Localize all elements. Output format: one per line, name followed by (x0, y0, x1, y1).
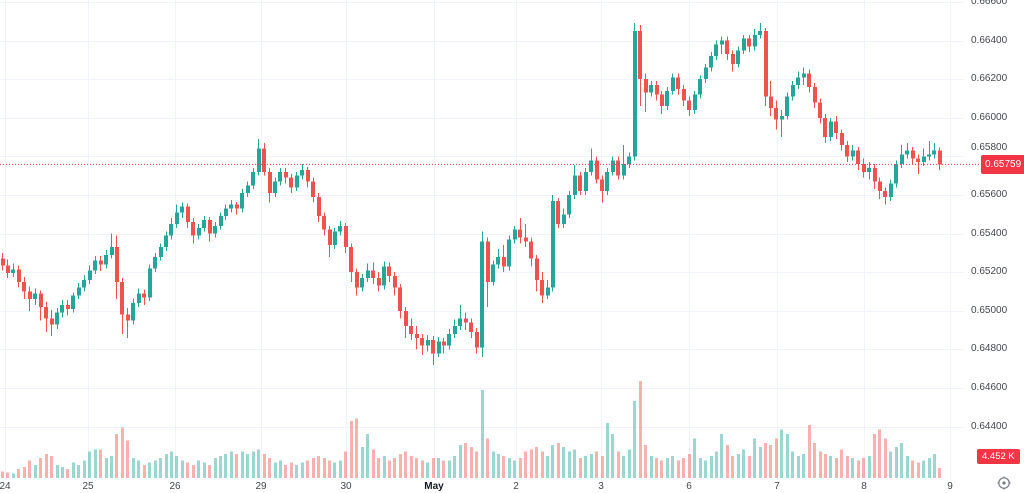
time-tick-label: 25 (82, 481, 94, 492)
volume-series (1, 381, 941, 478)
gear-icon (997, 476, 1011, 490)
price-tick-label: 0.64800 (971, 343, 1008, 355)
time-tick-label: 8 (861, 481, 867, 492)
price-scale-settings-icon[interactable] (996, 475, 1012, 491)
price-tick-label: 0.64600 (971, 382, 1008, 393)
time-tick-label: 6 (686, 481, 692, 492)
price-tick-label: 0.65400 (971, 227, 1008, 239)
time-tick-label: 30 (340, 481, 352, 492)
time-tick-label: 2 (513, 481, 519, 492)
time-tick-label: May (424, 481, 444, 492)
time-tick-label: 3 (598, 481, 604, 492)
time-axis[interactable]: 24 25 26 29 30 May 2 3 6 7 8 9 (0, 479, 964, 493)
time-tick-label: 24 (0, 481, 11, 492)
price-tick-label: 0.65000 (971, 304, 1008, 316)
candlestick-series (1, 23, 942, 365)
price-tick-label: 0.66400 (971, 34, 1008, 46)
price-tick-label: 0.65600 (971, 189, 1008, 200)
price-axis[interactable]: 0.66600 0.66400 0.66200 0.66000 0.65800 0.656… (964, 0, 1024, 478)
last-price-badge: 0.65759 (981, 154, 1024, 174)
time-tick-label: 29 (255, 481, 267, 492)
grid-lines (0, 0, 964, 480)
time-tick-label: 26 (169, 481, 181, 492)
time-tick-label: 9 (947, 481, 953, 492)
price-tick-label: 0.66600 (971, 0, 1008, 7)
price-tick-label: 0.66200 (971, 73, 1008, 85)
price-tick-label: 0.65200 (971, 266, 1008, 278)
last-volume-badge: 4.452 K (977, 449, 1020, 464)
price-tick-label: 0.64400 (971, 420, 1008, 432)
time-tick-label: 7 (774, 481, 780, 492)
price-tick-label: 0.65800 (971, 141, 1008, 153)
price-tick-label: 0.66000 (971, 111, 1008, 123)
